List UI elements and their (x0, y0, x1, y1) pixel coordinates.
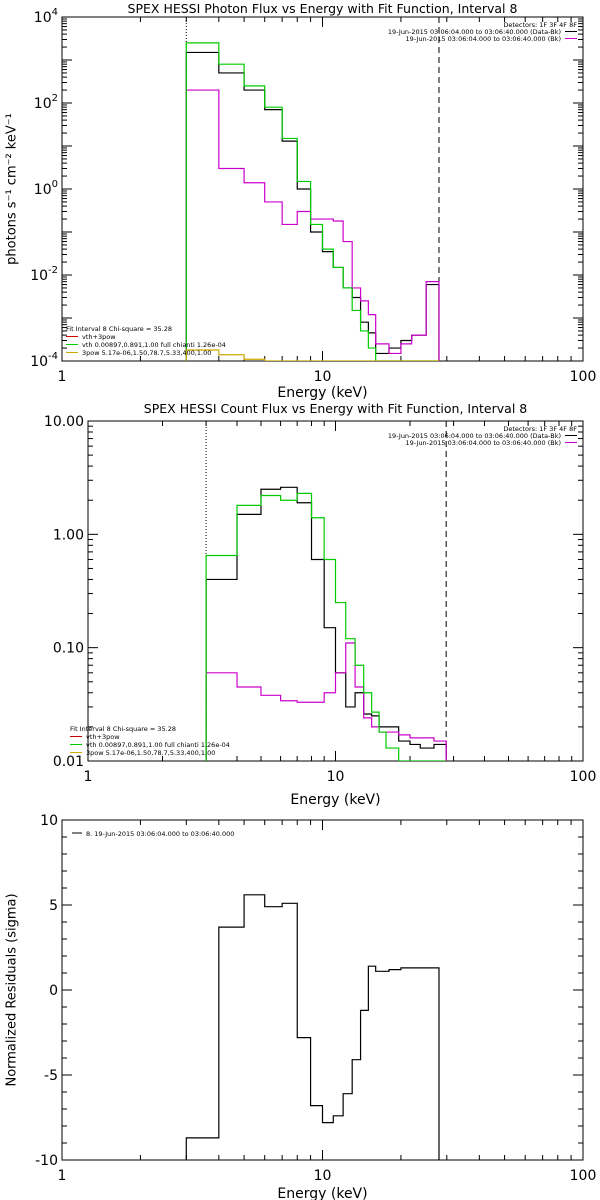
y-tick-label: 10 (40, 813, 58, 829)
x-tick-label: 10 (327, 769, 345, 785)
y-tick-exponent: -4 (48, 351, 58, 362)
series-line-1 (185, 51, 440, 361)
chart-title: SPEX HESSI Count Flux vs Energy with Fit… (144, 401, 527, 416)
series-line-3 (205, 492, 447, 761)
x-tick-label: 1 (58, 369, 67, 385)
y-axis-label: photons s⁻¹ cm⁻² keV⁻¹ (5, 113, 20, 265)
legend-entry: 19-Jun-2015 03:06:04.000 to 03:06:40.000… (406, 439, 561, 447)
y-tick-label: 0.10 (53, 641, 84, 657)
legend-header: Detectors: 1F 3F 4F 8F (503, 21, 577, 29)
legend-header: Detectors: 1F 3F 4F 8F (503, 425, 577, 433)
y-tick-label: 102 (34, 93, 58, 112)
fit-legend-header: Fit Interval 8 Chi-square = 35.28 (66, 325, 172, 333)
legend-entry: 19-Jun-2015 03:06:04.000 to 03:06:40.000… (388, 28, 561, 36)
chart-panel-3: 1 10 100 -10 -5 0 5 10 Energy (keV) Normalized Re… (5, 813, 597, 1200)
y-tick-label: 10-4 (30, 351, 58, 370)
legend-entry: 19-Jun-2015 03:06:04.000 to 03:06:40.000… (388, 432, 561, 440)
fit-legend-entry: 3pow 5.17e-06,1.50,78.7,5.33,400,1.00 (86, 749, 215, 757)
y-tick-exponent: 0 (52, 179, 58, 190)
legend-entry: 8. 19-Jun-2015 03:06:04.000 to 03:06:40.… (86, 830, 234, 838)
y-tick-label: -5 (44, 1068, 58, 1084)
fit-legend-entry: 3pow 5.17e-06,1.50,78.7,5.33,400,1.00 (82, 349, 211, 357)
y-tick-label: 10-2 (30, 265, 58, 284)
chart-panel-1: 1 10 100 10-4 10-2 100 102 104 SPEX HESSI Photon… (5, 1, 597, 401)
chart-title: SPEX HESSI Photon Flux vs Energy with Fi… (128, 1, 518, 16)
y-tick-label: 104 (34, 7, 58, 26)
x-tick-label: 10 (314, 369, 332, 385)
series-line-3 (185, 42, 439, 361)
x-tick-label: 1 (58, 1168, 67, 1184)
x-tick-label: 100 (570, 769, 597, 785)
y-axis-label: Normalized Residuals (sigma) (5, 893, 20, 1086)
y-tick-label: 100 (34, 179, 58, 198)
fit-legend-entry: vth 0.00897,0.891,1.00 full chianti 1.26… (82, 341, 226, 349)
y-tick-label: 1.00 (53, 527, 84, 543)
fit-legend-entry: vth+3pow (82, 333, 116, 341)
legend-entry: 19-Jun-2015 03:06:04.000 to 03:06:40.000… (406, 35, 561, 43)
x-axis-label: Energy (keV) (277, 1186, 367, 1200)
fit-legend-header: Fit Interval 8 Chi-square = 35.28 (70, 725, 176, 733)
fit-legend-entry: vth+3pow (86, 733, 120, 741)
series-line-2 (185, 89, 440, 361)
series-group (205, 486, 447, 761)
x-axis-label: Energy (keV) (290, 792, 380, 808)
series-line-1 (205, 486, 447, 761)
x-tick-label: 100 (570, 369, 597, 385)
series-group (185, 894, 440, 1160)
plot-frame (61, 16, 584, 362)
y-tick-label: -10 (35, 1153, 58, 1169)
x-axis-label: Energy (keV) (277, 385, 367, 401)
y-tick-label: 5 (49, 898, 58, 914)
series-line-4 (185, 349, 439, 361)
x-tick-label: 10 (314, 1168, 332, 1184)
y-tick-label: 0 (49, 983, 58, 999)
series-group (185, 42, 440, 361)
x-tick-label: 100 (570, 1168, 597, 1184)
series-line-1 (185, 894, 440, 1160)
x-tick-label: 1 (84, 769, 93, 785)
fit-legend-entry: vth 0.00897,0.891,1.00 full chianti 1.26… (86, 741, 230, 749)
y-tick-exponent: -2 (48, 265, 58, 276)
y-tick-exponent: 2 (52, 93, 58, 104)
y-tick-label: 0.01 (53, 754, 84, 770)
y-tick-exponent: 4 (52, 7, 58, 18)
y-tick-label: 10.00 (44, 414, 84, 430)
chart-panel-2: 1 10 100 0.01 0.10 1.00 10.00 SPEX HESSI Count … (44, 401, 596, 808)
